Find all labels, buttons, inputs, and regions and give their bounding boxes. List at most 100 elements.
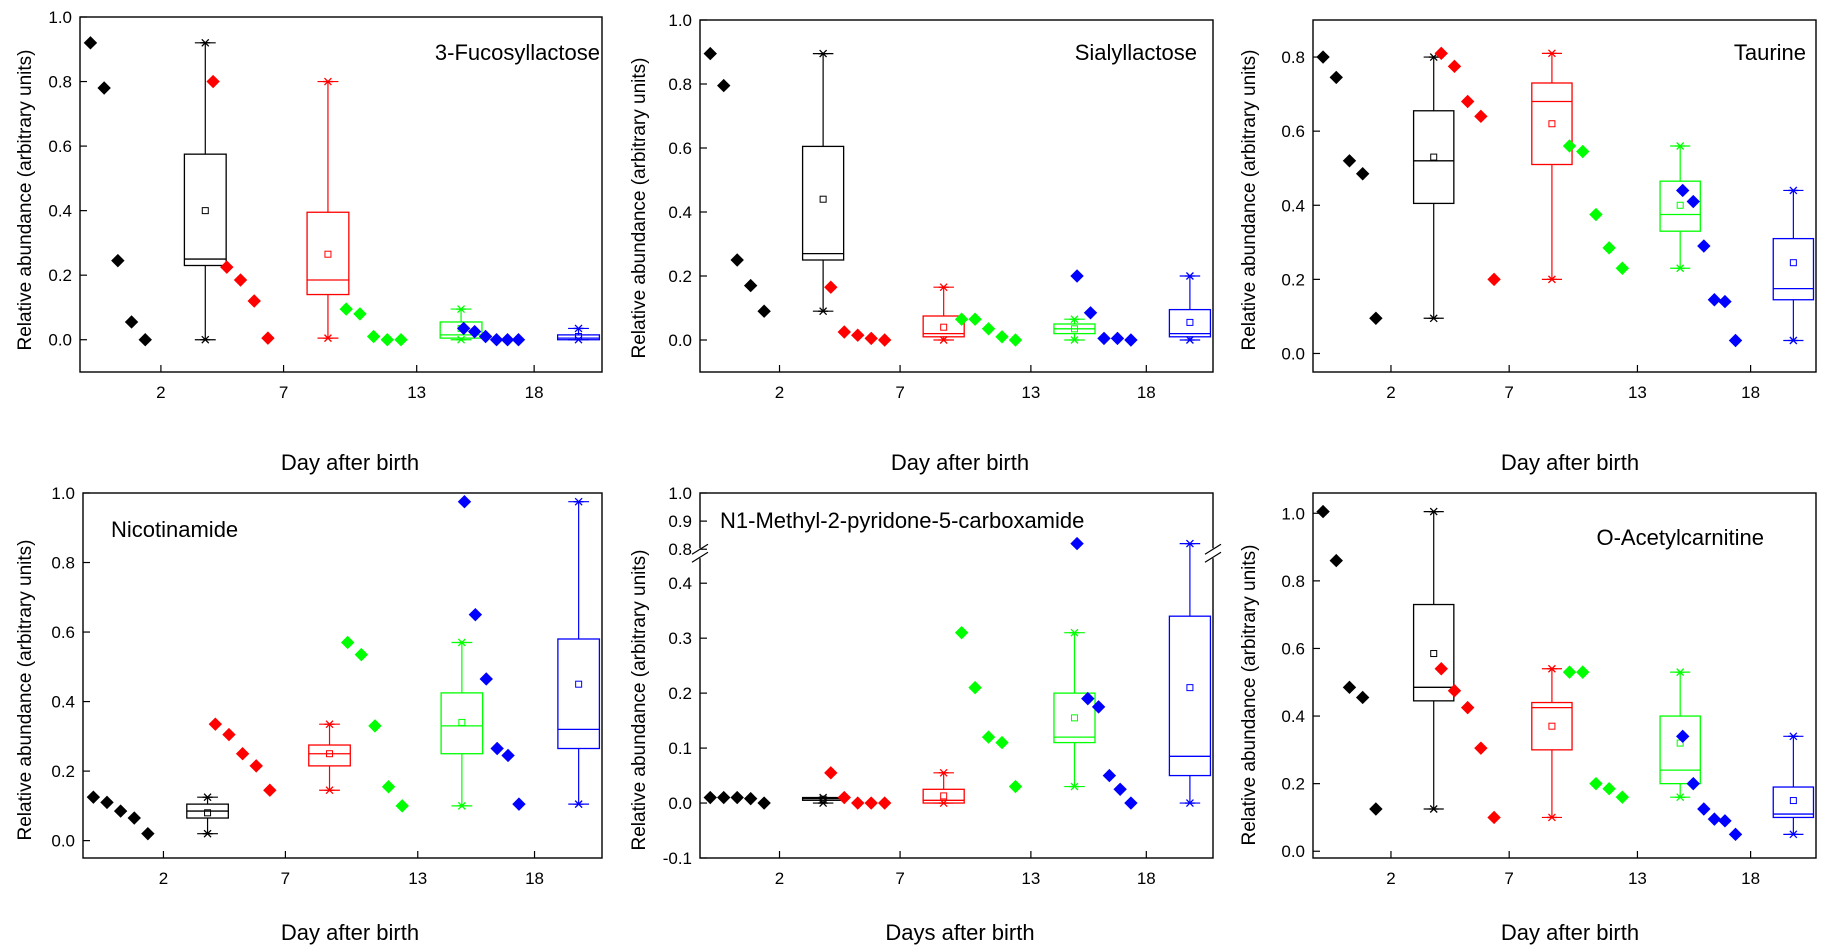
data-point bbox=[511, 333, 526, 347]
panel-title: 3-Fucosyllactose bbox=[435, 40, 600, 65]
data-point bbox=[263, 783, 277, 797]
x-tick-label: 7 bbox=[895, 869, 904, 888]
x-axis-title: Day after birth bbox=[891, 450, 1029, 475]
max-marker bbox=[1428, 507, 1439, 516]
data-point bbox=[1070, 536, 1084, 551]
data-point bbox=[1562, 665, 1577, 679]
y-axis-title: Relative abundance (arbitrary units) bbox=[15, 50, 36, 351]
plot-area: 0.0 0.2 0.4 0.6 0.8 1.0 2 7 13 18 bbox=[668, 11, 1214, 402]
data-point bbox=[339, 302, 353, 316]
series-day-7 bbox=[1434, 46, 1573, 287]
data-point bbox=[489, 333, 504, 347]
data-point bbox=[995, 330, 1009, 344]
data-point bbox=[1124, 796, 1138, 810]
mean-marker bbox=[1070, 714, 1078, 722]
box bbox=[801, 145, 845, 261]
data-point bbox=[456, 321, 471, 336]
data-point bbox=[1576, 665, 1590, 679]
max-marker bbox=[818, 49, 829, 58]
x-tick-label: 13 bbox=[407, 383, 426, 402]
mean-marker bbox=[575, 333, 583, 340]
min-marker bbox=[456, 801, 467, 810]
panel-title: Sialyllactose bbox=[1075, 40, 1197, 65]
y-tick-label: 0.1 bbox=[668, 739, 692, 758]
x-tick-label: 2 bbox=[1386, 869, 1395, 888]
data-point bbox=[479, 672, 493, 686]
x-tick-label: 13 bbox=[1628, 383, 1647, 402]
data-point bbox=[954, 625, 969, 640]
data-point bbox=[1102, 768, 1117, 783]
x-tick-label: 13 bbox=[1628, 869, 1647, 888]
data-point bbox=[124, 315, 139, 329]
mean-marker bbox=[819, 195, 827, 203]
data-point bbox=[100, 795, 114, 810]
data-point bbox=[138, 333, 152, 347]
panel-title: Taurine bbox=[1734, 40, 1806, 65]
data-point bbox=[380, 333, 395, 347]
max-marker bbox=[456, 638, 467, 647]
min-marker bbox=[202, 829, 213, 838]
mean-marker bbox=[1430, 650, 1438, 658]
data-point bbox=[1697, 802, 1711, 816]
y-tick-label: 0.8 bbox=[51, 554, 75, 573]
y-axis-title: Relative abundance (arbitrary units) bbox=[629, 58, 650, 359]
data-point bbox=[354, 647, 369, 662]
data-point bbox=[141, 826, 155, 841]
data-point bbox=[353, 307, 367, 321]
y-tick-label: 0.2 bbox=[48, 266, 72, 285]
x-tick-label: 2 bbox=[159, 869, 168, 888]
axis-break-gap bbox=[1208, 548, 1218, 559]
max-marker bbox=[322, 77, 333, 86]
panel-title: N1-Methyl-2-pyridone-5-carboxamide bbox=[720, 508, 1084, 533]
data-point bbox=[247, 294, 261, 308]
data-point bbox=[1589, 776, 1603, 791]
series-day-13 bbox=[1562, 665, 1701, 804]
x-axis-title: Day after birth bbox=[281, 920, 419, 945]
y-tick-label: 0.2 bbox=[1281, 270, 1305, 289]
box bbox=[922, 315, 965, 338]
max-marker bbox=[1069, 628, 1080, 637]
x-tick-label: 18 bbox=[1137, 383, 1156, 402]
mean-marker bbox=[1430, 153, 1438, 161]
mean-marker bbox=[819, 795, 827, 803]
data-point bbox=[877, 796, 892, 810]
max-marker bbox=[938, 283, 949, 292]
y-tick-label: 1.0 bbox=[668, 484, 692, 503]
axis-break-mark bbox=[1204, 551, 1222, 563]
data-point bbox=[1008, 333, 1023, 347]
data-point bbox=[1707, 812, 1722, 826]
axis-break-gap bbox=[695, 548, 705, 559]
data-point bbox=[1576, 144, 1590, 159]
x-tick-label: 7 bbox=[895, 383, 904, 402]
data-point bbox=[1460, 94, 1475, 109]
plot-area: 0.0 0.2 0.4 0.6 0.8 2 7 13 18 bbox=[1281, 19, 1817, 402]
data-point bbox=[743, 791, 758, 806]
data-point bbox=[235, 747, 250, 761]
max-marker bbox=[456, 305, 467, 314]
max-marker bbox=[938, 768, 949, 777]
min-marker bbox=[456, 335, 467, 344]
y-tick-label: 0.4 bbox=[1281, 707, 1305, 726]
data-point bbox=[1434, 662, 1448, 676]
max-marker bbox=[200, 38, 211, 47]
y-tick-label: 0.4 bbox=[48, 202, 72, 221]
y-tick-label: 1.0 bbox=[48, 8, 72, 27]
min-marker bbox=[1184, 336, 1195, 344]
mean-marker bbox=[940, 323, 948, 331]
min-marker bbox=[1675, 264, 1686, 273]
data-point bbox=[368, 719, 382, 733]
min-marker bbox=[1069, 782, 1080, 791]
y-tick-label: 0.8 bbox=[668, 540, 692, 559]
mean-marker bbox=[1186, 684, 1194, 692]
x-axis-title: Day after birth bbox=[1501, 450, 1639, 475]
data-point bbox=[864, 331, 878, 346]
x-tick-label: 13 bbox=[1021, 869, 1040, 888]
series-day-13 bbox=[340, 635, 484, 813]
series-day-18 bbox=[1070, 536, 1212, 810]
data-point bbox=[730, 253, 744, 267]
y-tick-label: 1.0 bbox=[1281, 504, 1305, 523]
x-tick-label: 7 bbox=[281, 869, 290, 888]
data-point bbox=[743, 278, 758, 293]
series-day-18 bbox=[456, 321, 601, 347]
